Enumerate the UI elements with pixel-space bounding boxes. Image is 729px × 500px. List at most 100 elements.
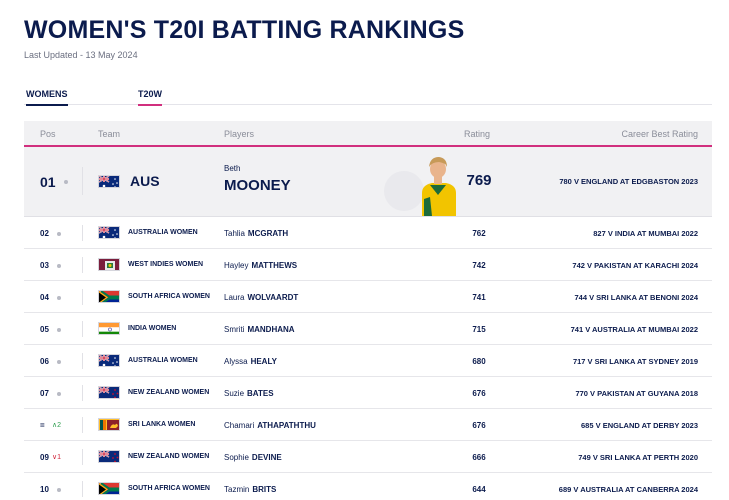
rating-value: 769 [466, 172, 492, 189]
player-name[interactable]: Chamari ATHAPATHTHU [224, 421, 316, 430]
south-africa-flag-icon [98, 482, 120, 495]
table-row[interactable]: 07 NEW ZEALAND WOMEN Suzie BATES 676 770 … [24, 377, 712, 409]
table-row[interactable]: 02 AUSTRALIA WOMEN Tahlia MCGRATH 762 827… [24, 217, 712, 249]
player-last-name: BRITS [252, 485, 277, 494]
player-name[interactable]: Tahlia MCGRATH [224, 229, 288, 238]
australia-flag-icon [98, 175, 120, 188]
rating-value: 666 [472, 453, 486, 462]
position: 07 [40, 389, 49, 398]
player-last-name: BATES [247, 389, 274, 398]
table-row[interactable]: 05 INDIA WOMEN Smriti MANDHANA 715 741 V … [24, 313, 712, 345]
last-updated: Last Updated - 13 May 2024 [24, 50, 138, 60]
west-indies-flag-icon [98, 258, 120, 271]
player-first-name: Sophie [224, 453, 249, 462]
player-first-name: Tahlia [224, 229, 245, 238]
career-best: 689 V AUSTRALIA AT CANBERRA 2024 [558, 485, 698, 494]
table-row[interactable]: 10 SOUTH AFRICA WOMEN Tazmin BRITS 644 68… [24, 473, 712, 500]
rank-up-icon: ∧2 [52, 421, 61, 429]
tab-t20w[interactable]: T20W [138, 89, 163, 106]
team-name: SOUTH AFRICA WOMEN [128, 293, 210, 300]
player-last-name: MCGRATH [247, 229, 289, 238]
no-change-dot [57, 328, 61, 332]
player-name[interactable]: Hayley MATTHEWS [224, 261, 297, 270]
no-change-dot [57, 232, 61, 236]
top-ranked-row[interactable]: 01 AUS Beth MOONEY 769 780 V ENGLAND AT [24, 147, 712, 217]
career-best: 742 V PAKISTAN AT KARACHI 2024 [572, 261, 698, 270]
no-change-dot [57, 296, 61, 300]
career-best: 744 V SRI LANKA AT BENONI 2024 [574, 293, 698, 302]
career-best: 770 V PAKISTAN AT GUYANA 2018 [575, 389, 698, 398]
player-last-name: MATTHEWS [251, 261, 298, 270]
player-photo [384, 147, 460, 216]
divider [82, 449, 83, 465]
rating-value: 741 [472, 293, 486, 302]
player-name[interactable]: Sophie DEVINE [224, 453, 282, 462]
player-last-name: DEVINE [251, 453, 282, 462]
no-change-dot [57, 264, 61, 268]
career-best: 685 V ENGLAND AT DERBY 2023 [581, 421, 698, 430]
player-last-name: WOLVAARDT [247, 293, 299, 302]
position: 01 [40, 174, 56, 190]
career-best: 780 V ENGLAND AT EDGBASTON 2023 [559, 177, 698, 186]
team-name: WEST INDIES WOMEN [128, 261, 204, 268]
no-change-dot [57, 392, 61, 396]
career-best: 749 V SRI LANKA AT PERTH 2020 [578, 453, 698, 462]
table-row[interactable]: 09 ∨1 NEW ZEALAND WOMEN Sophie DEVINE 666… [24, 441, 712, 473]
team-name: SOUTH AFRICA WOMEN [128, 485, 210, 492]
header-team: Team [98, 129, 121, 139]
team-name: NEW ZEALAND WOMEN [128, 389, 210, 396]
position: 10 [40, 485, 49, 494]
player-name[interactable]: Suzie BATES [224, 389, 274, 398]
no-change-dot [57, 488, 61, 492]
divider [82, 321, 83, 337]
position: = [40, 421, 45, 430]
player-first-name: Suzie [224, 389, 245, 398]
player-first-name: Beth [224, 164, 241, 173]
position: 02 [40, 229, 49, 238]
table-row[interactable]: 04 SOUTH AFRICA WOMEN Laura WOLVAARDT 741… [24, 281, 712, 313]
player-name[interactable]: Smriti MANDHANA [224, 325, 295, 334]
rank-down-icon: ∨1 [52, 453, 61, 461]
position: 06 [40, 357, 49, 366]
position: 05 [40, 325, 49, 334]
divider [82, 257, 83, 273]
rank-change: ∧2 [52, 422, 62, 429]
divider [82, 481, 83, 497]
header-career-best: Career Best Rating [621, 129, 698, 139]
player-last-name: MANDHANA [247, 325, 295, 334]
page-title: WOMEN'S T20I BATTING RANKINGS [24, 16, 465, 44]
table-row[interactable]: 06 AUSTRALIA WOMEN Alyssa HEALY 680 717 V… [24, 345, 712, 377]
divider [82, 225, 83, 241]
table-row[interactable]: 03 WEST INDIES WOMEN Hayley MATTHEWS 742 … [24, 249, 712, 281]
position: 04 [40, 293, 49, 302]
rating-value: 680 [472, 357, 486, 366]
australia-flag-icon [98, 226, 120, 239]
player-first-name: Chamari [224, 421, 255, 430]
player-last-name[interactable]: MOONEY [224, 177, 291, 194]
career-best: 741 V AUSTRALIA AT MUMBAI 2022 [570, 325, 698, 334]
rating-value: 762 [472, 229, 486, 238]
player-name[interactable]: Alyssa HEALY [224, 357, 277, 366]
team-name: SRI LANKA WOMEN [128, 421, 196, 428]
career-best: 827 V INDIA AT MUMBAI 2022 [593, 229, 698, 238]
position: 09 [40, 453, 49, 462]
rating-value: 676 [472, 421, 486, 430]
table-header: Pos Team Players Rating Career Best Rati… [24, 121, 712, 147]
divider [82, 289, 83, 305]
team-name: AUSTRALIA WOMEN [128, 229, 198, 236]
rank-change: ∨1 [52, 454, 62, 461]
divider [82, 167, 83, 195]
player-last-name: ATHAPATHTHU [257, 421, 316, 430]
tab-womens[interactable]: WOMENS [26, 89, 68, 106]
header-rating: Rating [464, 129, 491, 139]
rating-value: 676 [472, 389, 486, 398]
table-row[interactable]: = ∧2 SRI LANKA WOMEN Chamari ATHAPATHTHU … [24, 409, 712, 441]
rating-value: 715 [472, 325, 486, 334]
player-name[interactable]: Tazmin BRITS [224, 485, 276, 494]
divider [82, 353, 83, 369]
player-name[interactable]: Laura WOLVAARDT [224, 293, 298, 302]
rating-value: 644 [472, 485, 486, 494]
player-first-name: Tazmin [224, 485, 250, 494]
new-zealand-flag-icon [98, 450, 120, 463]
position: 03 [40, 261, 49, 270]
